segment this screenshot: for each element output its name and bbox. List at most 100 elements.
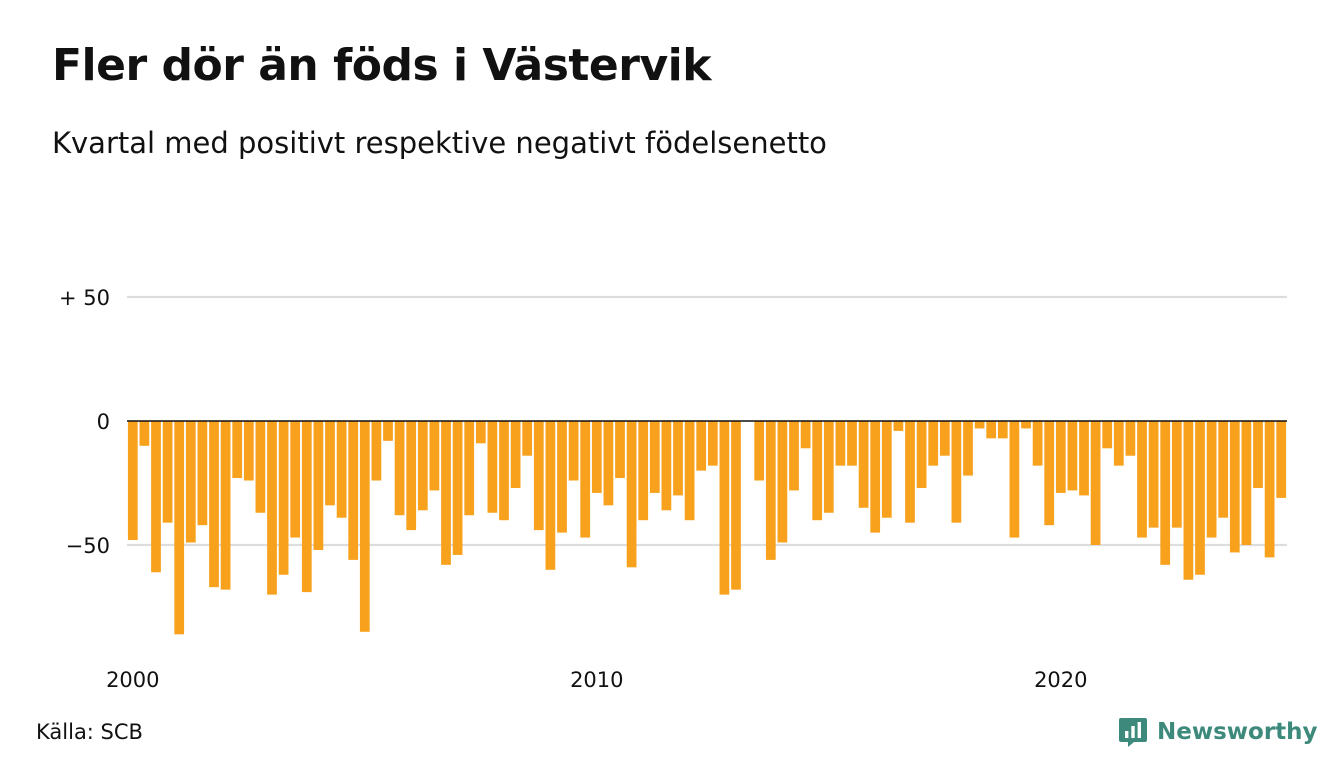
source-note: Källa: SCB — [36, 720, 143, 744]
bar — [1032, 421, 1043, 466]
bar — [429, 421, 440, 491]
bar — [336, 421, 347, 518]
bar — [1253, 421, 1263, 488]
bar — [371, 421, 382, 481]
bar — [1276, 421, 1287, 498]
bar — [267, 421, 277, 595]
bar — [626, 421, 637, 568]
bar — [951, 421, 962, 523]
bar — [1090, 421, 1101, 545]
bar — [1137, 421, 1147, 538]
bar — [1229, 421, 1240, 553]
bar — [986, 421, 997, 439]
bar — [220, 421, 231, 590]
bar — [928, 421, 939, 466]
bar — [1044, 421, 1055, 526]
bar — [348, 421, 359, 560]
bar — [243, 421, 254, 481]
y-tick-label: 0 — [97, 410, 110, 434]
bar — [533, 421, 544, 531]
bar — [1113, 421, 1124, 466]
bar — [557, 421, 567, 533]
bar — [127, 421, 138, 541]
bar — [893, 421, 904, 431]
bar — [661, 421, 672, 511]
bar — [232, 421, 243, 479]
bar — [858, 421, 869, 508]
bar — [417, 421, 428, 511]
bar — [452, 421, 463, 555]
bar-chart: + 50 0 −50 2000 2010 2020 — [59, 286, 1287, 692]
x-tick-label: 2000 — [106, 668, 159, 692]
bar — [673, 421, 683, 496]
bar — [487, 421, 498, 513]
bar — [1067, 421, 1078, 491]
bar — [1264, 421, 1275, 558]
bar — [719, 421, 730, 595]
bar — [580, 421, 591, 538]
bar — [1079, 421, 1089, 496]
bar — [777, 421, 788, 543]
bar — [1102, 421, 1113, 449]
bar — [185, 421, 196, 543]
bar — [812, 421, 823, 521]
y-tick-label: + 50 — [59, 286, 110, 310]
x-tick-label: 2010 — [570, 668, 623, 692]
x-tick-label: 2020 — [1034, 668, 1087, 692]
bar — [499, 421, 509, 521]
bar — [731, 421, 741, 590]
bar — [441, 421, 451, 565]
bar — [939, 421, 950, 456]
bar — [255, 421, 266, 513]
bar — [1055, 421, 1066, 493]
bar — [1160, 421, 1171, 565]
bar — [1206, 421, 1217, 538]
bar — [1241, 421, 1252, 545]
bar — [800, 421, 811, 449]
bar — [197, 421, 208, 526]
bar — [789, 421, 799, 491]
bar — [881, 421, 892, 518]
bar — [1195, 421, 1205, 575]
bar — [1218, 421, 1229, 518]
chart-subtitle: Kvartal med positivt respektive negativt… — [52, 126, 827, 160]
bar — [174, 421, 185, 635]
brand-name: Newsworthy — [1157, 719, 1318, 745]
bar — [545, 421, 556, 570]
bar — [684, 421, 695, 521]
bar — [139, 421, 150, 446]
bar — [325, 421, 335, 506]
bar — [151, 421, 161, 573]
bar — [1125, 421, 1136, 456]
bar — [1183, 421, 1194, 580]
bar — [510, 421, 521, 488]
bar — [835, 421, 846, 466]
bar — [963, 421, 973, 476]
bar — [1009, 421, 1020, 538]
bar — [406, 421, 417, 531]
bar — [464, 421, 475, 516]
bar — [823, 421, 834, 513]
bar — [1021, 421, 1031, 429]
bar — [870, 421, 881, 533]
bar — [394, 421, 405, 516]
bar — [475, 421, 486, 444]
bar — [997, 421, 1008, 439]
bar — [765, 421, 776, 560]
bar — [209, 421, 219, 588]
bar — [568, 421, 579, 481]
chart-title: Fler dör än föds i Västervik — [52, 40, 711, 91]
bar — [162, 421, 173, 523]
bar — [522, 421, 533, 456]
bar — [916, 421, 927, 488]
bar — [603, 421, 614, 506]
bar — [301, 421, 312, 593]
bar — [847, 421, 857, 466]
bar — [383, 421, 393, 441]
bar — [290, 421, 301, 538]
bar — [638, 421, 649, 521]
bar — [1148, 421, 1159, 528]
bar — [591, 421, 602, 493]
brand-logo: Newsworthy — [1118, 714, 1318, 750]
bar — [754, 421, 765, 481]
